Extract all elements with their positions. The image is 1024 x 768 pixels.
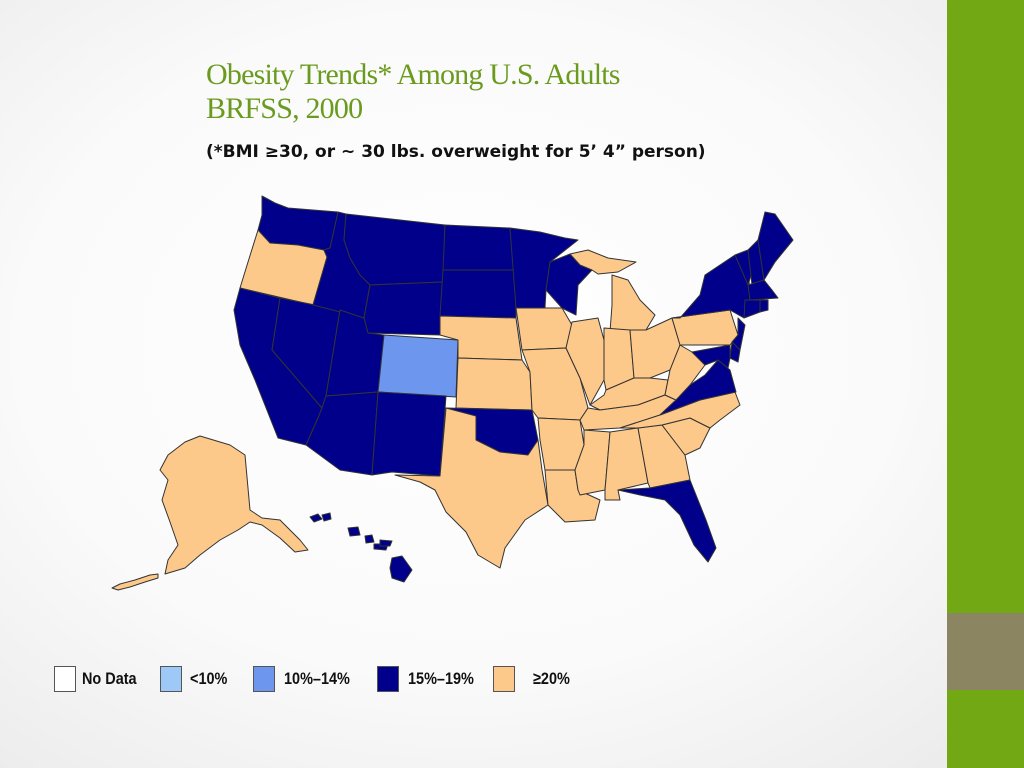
state-wy: [363, 281, 444, 336]
state-mt: [343, 213, 446, 286]
state-tx: [394, 407, 549, 569]
title-line-1: Obesity Trends* Among U.S. Adults: [206, 58, 620, 91]
state-ia: [515, 307, 573, 351]
state-de: [729, 341, 741, 363]
title-line-2: BRFSS, 2000: [206, 92, 363, 125]
state-me: [757, 211, 794, 281]
state-wa: [257, 195, 339, 251]
state-nd: [442, 224, 516, 271]
state-sd: [439, 269, 517, 319]
state-ak: [159, 435, 309, 575]
state-hi-3: [347, 526, 361, 537]
state-fl: [617, 479, 717, 563]
state-co: [377, 334, 459, 398]
state-hi-4: [364, 534, 375, 544]
state-hi-big: [389, 555, 413, 583]
state-hi-2: [321, 512, 332, 522]
state-mi-up: [569, 249, 637, 275]
state-ri: [759, 299, 769, 313]
state-il: [565, 317, 605, 406]
state-hi-1: [309, 513, 323, 523]
state-md: [691, 344, 731, 369]
slide-subtitle: (*BMI ≥30, or ~ 30 lbs. overweight for 5…: [206, 142, 706, 162]
slide-title: Obesity Trends* Among U.S. Adults BRFSS,…: [206, 58, 620, 126]
state-ak-aleutians: [111, 573, 159, 591]
state-ks: [455, 357, 533, 411]
state-ct: [743, 299, 761, 319]
state-ar: [537, 417, 585, 471]
state-mi: [609, 274, 656, 333]
state-ma: [747, 279, 779, 301]
state-hi-6: [379, 539, 393, 547]
side-bar: [947, 0, 1024, 768]
side-bar-accent: [947, 613, 1024, 690]
state-nm: [371, 391, 447, 477]
state-ny: [671, 254, 751, 319]
